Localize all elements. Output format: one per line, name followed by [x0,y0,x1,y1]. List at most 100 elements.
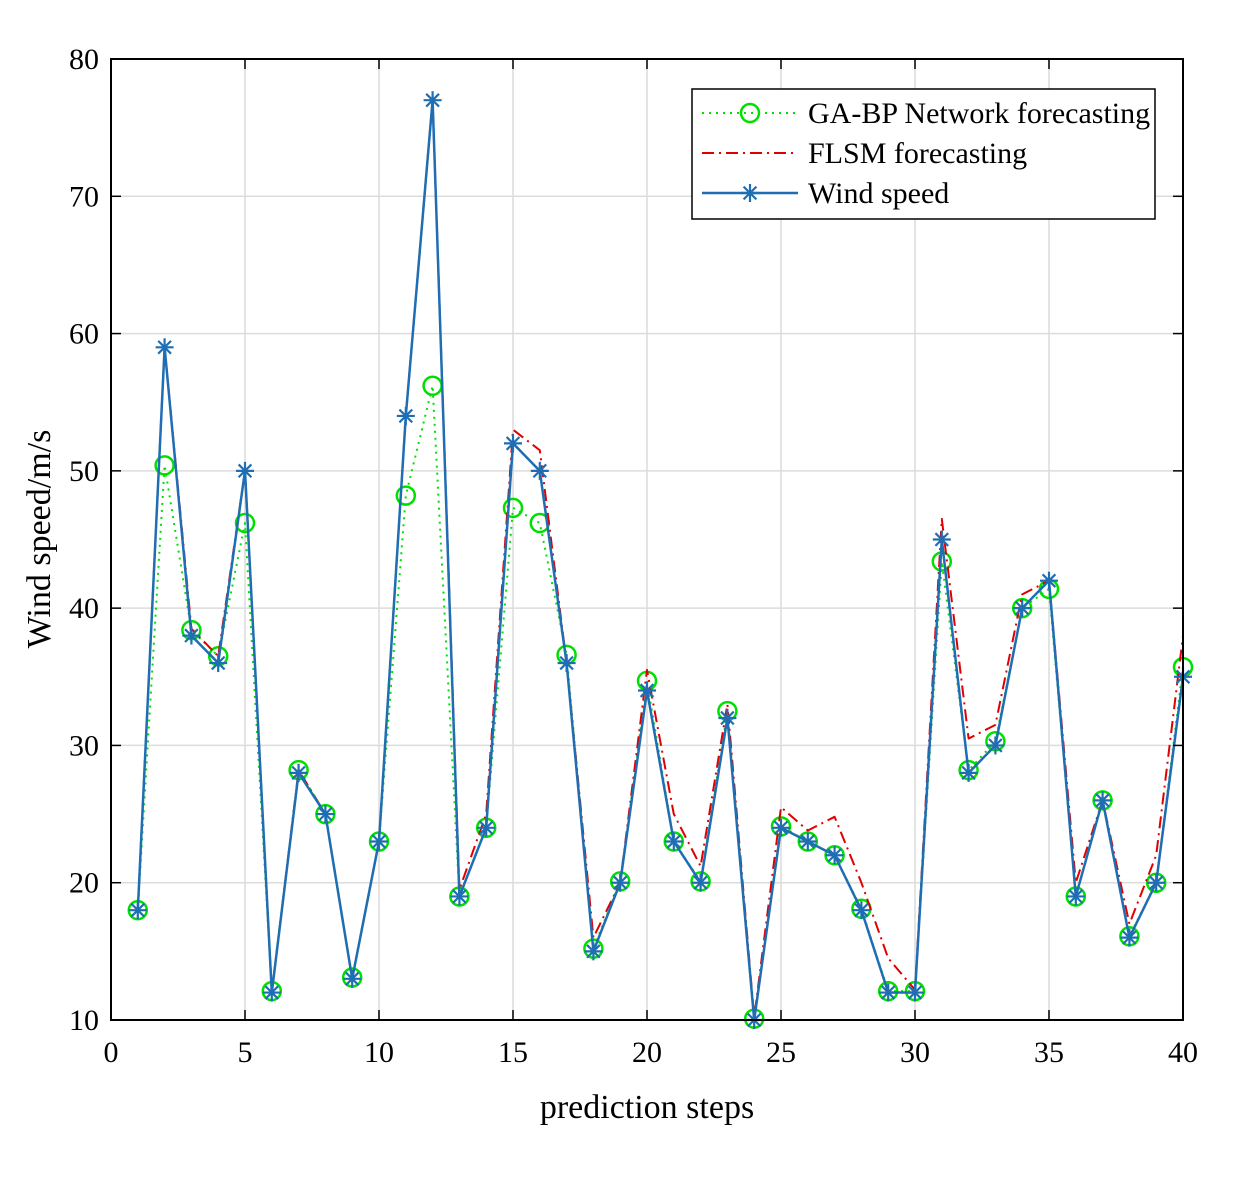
asterisk-stroke [1041,573,1057,588]
asterisk-marker [396,406,415,425]
legend-box [691,88,1156,220]
asterisk-marker [450,887,469,906]
asterisk-stroke [907,985,923,1000]
asterisk-stroke [1015,600,1030,616]
asterisk-marker [638,681,656,700]
asterisk-stroke [345,971,360,986]
asterisk-marker [155,338,174,357]
asterisk-marker [262,983,281,1002]
y-tick-label: 40 [69,592,99,625]
asterisk-stroke [318,806,333,822]
asterisk-marker [316,805,335,824]
series-2 [128,91,1192,1029]
asterisk-marker [772,818,790,837]
y-tick-label: 50 [69,455,99,488]
legend: GA-BP Network forecasting FLSM forecastin… [691,88,1156,220]
asterisk-stroke [291,765,306,781]
series-layer [127,91,1194,1029]
asterisk-marker [959,763,978,782]
circle-marker [234,512,256,534]
asterisk-stroke [693,875,708,890]
asterisk-stroke [586,944,601,959]
legend-entry-2: Wind speed [702,177,949,210]
asterisk-marker [182,626,201,645]
series-1 [136,99,1184,1019]
asterisk-stroke [184,628,199,643]
x-tick-label: 40 [1168,1036,1198,1069]
asterisk-marker [477,818,496,837]
x-tick-label: 30 [900,1036,930,1069]
asterisk-marker [236,461,254,480]
asterisk-marker [718,708,737,727]
asterisk-stroke [130,902,145,918]
asterisk-stroke [988,738,1003,753]
asterisk-stroke [1122,930,1137,945]
asterisk-marker [906,983,924,1002]
asterisk-marker [825,846,844,865]
circle-marker [739,102,761,124]
y-tick-label: 70 [69,180,99,213]
asterisk-marker [584,942,603,961]
asterisk-marker [852,901,871,920]
asterisk-marker [611,873,630,892]
asterisk-marker [932,530,951,549]
asterisk-marker [1093,791,1112,810]
series-line [136,98,1185,1022]
y-tick-label: 60 [69,318,99,351]
asterisk-stroke [742,185,758,201]
asterisk-marker [1120,928,1139,947]
legend-entry-1: FLSM forecasting [702,137,1027,170]
asterisk-marker [691,873,710,892]
legend-label: GA-BP Network forecasting [808,97,1150,130]
legend-entry-0: GA-BP Network forecasting [702,97,1150,130]
asterisk-stroke [800,834,815,849]
asterisk-stroke [211,655,226,671]
circle-marker [395,485,417,506]
y-tick-label: 10 [69,1004,99,1037]
asterisk-stroke [237,463,253,479]
asterisk-marker [530,461,549,480]
y-axis-title: Wind speed/m/s [21,430,58,649]
asterisk-stroke [720,710,735,726]
x-tick-label: 5 [238,1036,253,1069]
asterisk-stroke [934,532,949,547]
y-tick-label: 20 [69,867,99,900]
asterisk-stroke [479,820,494,835]
asterisk-stroke [452,889,467,904]
asterisk-marker [504,434,522,453]
x-tick-label: 15 [498,1036,528,1069]
asterisk-marker [370,832,388,851]
circle-marker [502,497,524,519]
x-tick-label: 0 [104,1036,119,1069]
asterisk-stroke [961,765,976,781]
asterisk-marker [741,184,759,202]
asterisk-marker [1147,873,1166,892]
x-tick-label: 20 [632,1036,662,1069]
asterisk-stroke [854,902,869,918]
asterisk-stroke [1068,889,1083,904]
asterisk-marker [289,763,308,782]
asterisk-marker [128,901,147,920]
series-line [136,99,1184,1019]
x-tick-label: 35 [1034,1036,1064,1069]
y-tick-label: 30 [69,729,99,762]
x-tick-label: 25 [766,1036,796,1069]
asterisk-stroke [827,848,842,863]
asterisk-marker [664,832,683,851]
asterisk-marker [209,654,228,673]
asterisk-marker [423,91,442,110]
asterisk-stroke [881,985,896,1000]
asterisk-marker [1066,887,1085,906]
asterisk-marker [557,654,576,673]
asterisk-stroke [666,834,681,849]
asterisk-marker [1013,599,1032,618]
x-axis-title: prediction steps [540,1089,754,1126]
x-tick-label: 10 [364,1036,394,1069]
asterisk-marker [343,969,362,988]
asterisk-stroke [371,834,387,849]
asterisk-stroke [559,655,574,671]
asterisk-stroke [425,93,440,108]
y-tick-label: 80 [69,43,99,76]
asterisk-stroke [1095,793,1110,808]
